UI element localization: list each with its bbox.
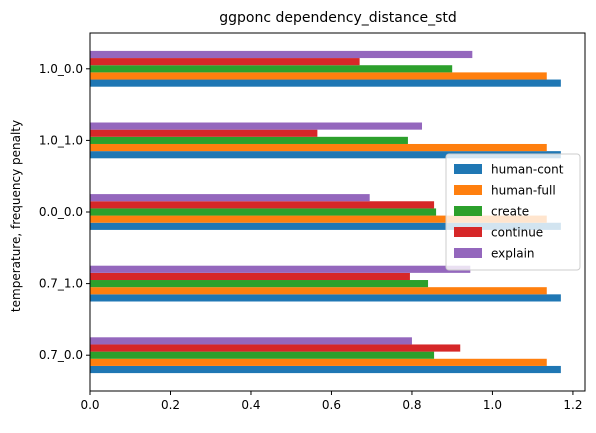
legend-swatch-create xyxy=(454,206,482,216)
y-tick-label: 0.7_1.0 xyxy=(39,277,83,291)
bar-continue-0.7_0.0 xyxy=(90,344,461,352)
legend-swatch-explain xyxy=(454,248,482,258)
bar-human-full-0.7_1.0 xyxy=(90,287,547,295)
bar-human-cont-1.0_0.0 xyxy=(90,79,561,87)
y-tick-label: 1.0_0.0 xyxy=(39,62,83,76)
bar-human-cont-0.0_0.0 xyxy=(90,222,561,230)
bar-create-1.0_0.0 xyxy=(90,65,453,73)
bar-continue-0.7_1.0 xyxy=(90,272,410,281)
bar-human-full-0.0_0.0 xyxy=(90,215,547,223)
legend-label-explain: explain xyxy=(491,247,535,261)
legend: human-cont human-full create continue explai… xyxy=(445,153,581,271)
legend-swatch-human-full xyxy=(454,185,482,195)
bar-continue-0.0_0.0 xyxy=(90,201,435,209)
x-tick-label: 0.6 xyxy=(322,398,341,412)
bar-continue-1.0_1.0 xyxy=(90,129,318,137)
y-tick-label: 0.0_0.0 xyxy=(39,205,83,219)
bar-create-0.7_1.0 xyxy=(90,280,429,288)
bars-layer xyxy=(90,50,561,374)
legend-swatch-continue xyxy=(454,227,482,237)
chart-title: ggponc dependency_distance_std xyxy=(219,10,456,26)
bar-human-cont-1.0_1.0 xyxy=(90,151,561,159)
x-tick-label: 0.2 xyxy=(161,398,180,412)
bar-explain-0.7_1.0 xyxy=(90,265,471,273)
bar-create-1.0_1.0 xyxy=(90,136,408,144)
bar-explain-0.0_0.0 xyxy=(90,194,370,202)
legend-label-create: create xyxy=(491,205,529,219)
bar-human-full-0.7_0.0 xyxy=(90,358,547,366)
y-tick-label: 1.0_1.0 xyxy=(39,133,83,147)
legend-box xyxy=(445,153,581,271)
bar-human-full-1.0_1.0 xyxy=(90,143,547,152)
bar-explain-1.0_0.0 xyxy=(90,50,473,59)
x-tick-label: 1.2 xyxy=(563,398,582,412)
legend-label-human-cont: human-cont xyxy=(491,163,564,177)
bar-human-full-1.0_0.0 xyxy=(90,72,547,80)
bar-human-cont-0.7_1.0 xyxy=(90,294,561,302)
ticks-layer: 0.7_0.0 0.7_1.0 0.0_0.0 1.0_1.0 1.0_0.0 0.0 0.… xyxy=(39,62,583,412)
bar-create-0.0_0.0 xyxy=(90,208,437,216)
legend-swatch-human-cont xyxy=(454,164,482,174)
y-tick-label: 0.7_0.0 xyxy=(39,348,83,362)
bar-explain-1.0_1.0 xyxy=(90,122,423,130)
x-tick-label: 0.8 xyxy=(402,398,421,412)
bar-create-0.7_0.0 xyxy=(90,351,435,359)
bar-continue-1.0_0.0 xyxy=(90,58,360,66)
bar-explain-0.7_0.0 xyxy=(90,337,412,345)
plot-frame xyxy=(89,32,586,392)
bar-human-cont-0.7_0.0 xyxy=(90,365,561,374)
legend-label-human-full: human-full xyxy=(491,184,556,198)
x-tick-label: 0.0 xyxy=(80,398,99,412)
y-axis-label: temperature, frequency penalty xyxy=(9,120,23,312)
legend-label-continue: continue xyxy=(491,226,543,240)
x-tick-label: 0.4 xyxy=(241,398,260,412)
x-tick-label: 1.0 xyxy=(483,398,502,412)
